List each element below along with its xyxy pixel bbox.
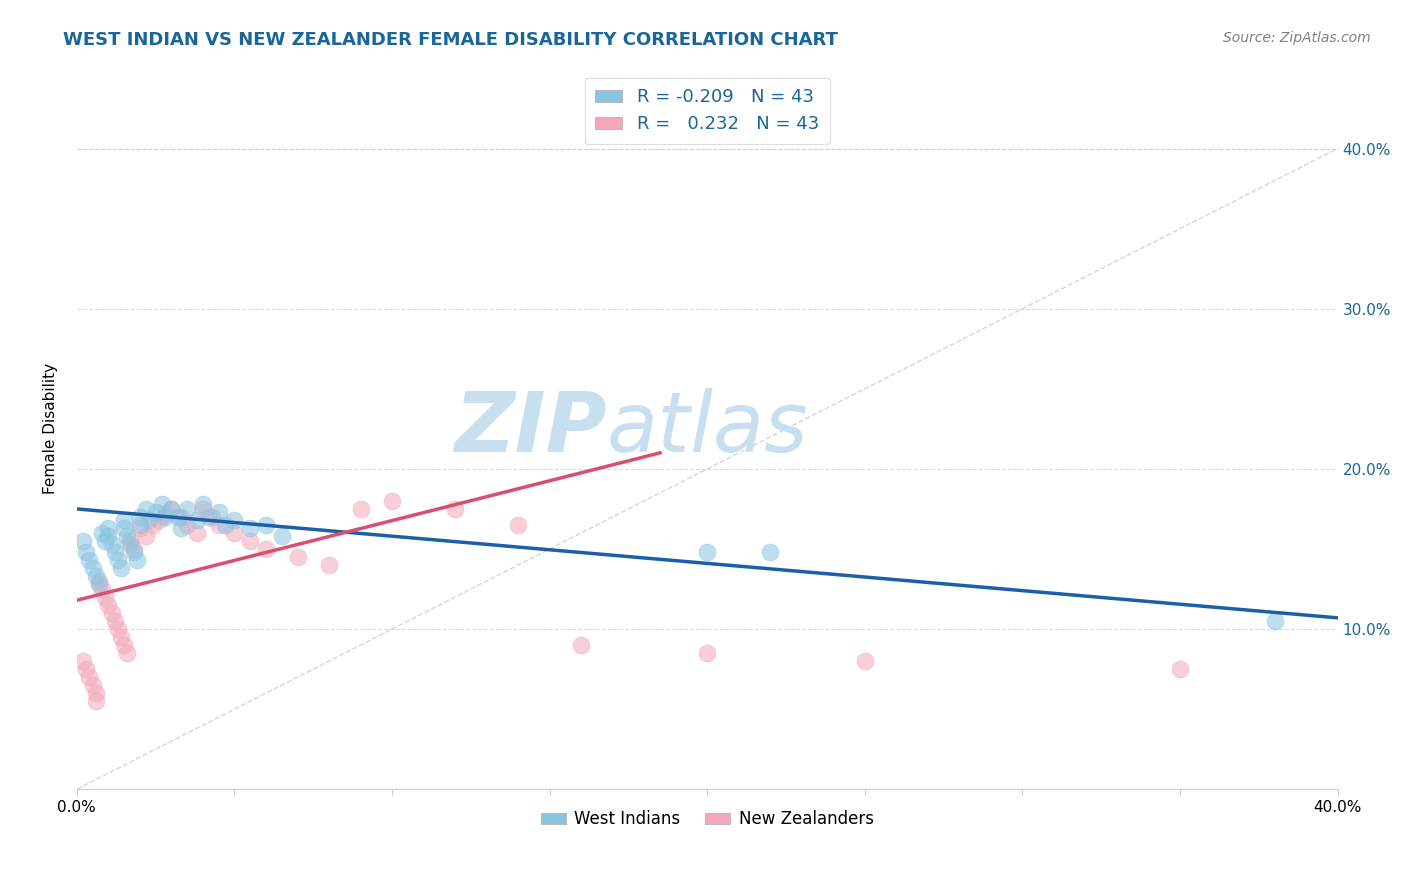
Point: [166, 510, 188, 524]
Point: [198, 510, 221, 524]
Point: [104, 614, 127, 628]
Point: [112, 521, 135, 535]
Point: [79, 670, 101, 684]
Point: [72, 533, 94, 548]
Point: [107, 622, 129, 636]
Point: [112, 638, 135, 652]
Point: [75, 662, 97, 676]
Point: [239, 533, 262, 548]
Point: [107, 553, 129, 567]
Point: [444, 502, 467, 516]
Point: [224, 513, 246, 527]
Point: [84, 569, 107, 583]
Text: atlas: atlas: [606, 388, 808, 469]
Point: [349, 502, 371, 516]
Point: [287, 549, 309, 564]
Point: [208, 505, 231, 519]
Point: [569, 638, 592, 652]
Point: [150, 497, 173, 511]
Point: [87, 577, 110, 591]
Point: [135, 502, 157, 516]
Text: ZIP: ZIP: [454, 388, 606, 469]
Point: [186, 513, 208, 527]
Point: [87, 574, 110, 588]
Point: [84, 694, 107, 708]
Point: [100, 537, 122, 551]
Point: [82, 561, 104, 575]
Point: [145, 505, 167, 519]
Point: [759, 545, 782, 559]
Point: [381, 494, 404, 508]
Text: WEST INDIAN VS NEW ZEALANDER FEMALE DISABILITY CORRELATION CHART: WEST INDIAN VS NEW ZEALANDER FEMALE DISA…: [63, 31, 838, 49]
Point: [120, 537, 142, 551]
Point: [82, 678, 104, 692]
Point: [208, 518, 231, 533]
Point: [110, 561, 132, 575]
Point: [117, 529, 139, 543]
Point: [176, 502, 198, 516]
Point: [135, 529, 157, 543]
Point: [160, 502, 183, 516]
Point: [129, 510, 152, 524]
Point: [270, 529, 292, 543]
Point: [170, 521, 193, 535]
Point: [125, 553, 148, 567]
Point: [122, 545, 145, 559]
Point: [254, 541, 277, 556]
Point: [75, 545, 97, 559]
Point: [254, 518, 277, 533]
Point: [141, 518, 163, 533]
Point: [100, 606, 122, 620]
Point: [72, 654, 94, 668]
Point: [110, 630, 132, 644]
Y-axis label: Female Disability: Female Disability: [44, 363, 58, 494]
Point: [91, 582, 114, 596]
Point: [122, 541, 145, 556]
Point: [129, 521, 152, 535]
Point: [94, 590, 117, 604]
Point: [853, 654, 876, 668]
Point: [170, 510, 193, 524]
Point: [91, 526, 114, 541]
Point: [191, 497, 214, 511]
Point: [214, 518, 236, 533]
Point: [318, 558, 340, 572]
Point: [112, 513, 135, 527]
Point: [696, 646, 718, 660]
Point: [508, 518, 530, 533]
Point: [160, 502, 183, 516]
Point: [84, 686, 107, 700]
Point: [97, 521, 120, 535]
Point: [120, 533, 142, 548]
Point: [153, 510, 176, 524]
Point: [129, 518, 152, 533]
Point: [696, 545, 718, 559]
Point: [239, 521, 262, 535]
Point: [186, 526, 208, 541]
Point: [79, 553, 101, 567]
Point: [1264, 614, 1286, 628]
Point: [94, 533, 117, 548]
Text: Source: ZipAtlas.com: Source: ZipAtlas.com: [1223, 31, 1371, 45]
Point: [117, 646, 139, 660]
Point: [1168, 662, 1191, 676]
Point: [191, 502, 214, 516]
Point: [138, 513, 160, 527]
Point: [224, 526, 246, 541]
Legend: West Indians, New Zealanders: West Indians, New Zealanders: [534, 804, 880, 835]
Point: [97, 529, 120, 543]
Point: [201, 510, 224, 524]
Point: [148, 513, 170, 527]
Point: [153, 507, 176, 521]
Point: [176, 518, 198, 533]
Point: [104, 545, 127, 559]
Point: [97, 598, 120, 612]
